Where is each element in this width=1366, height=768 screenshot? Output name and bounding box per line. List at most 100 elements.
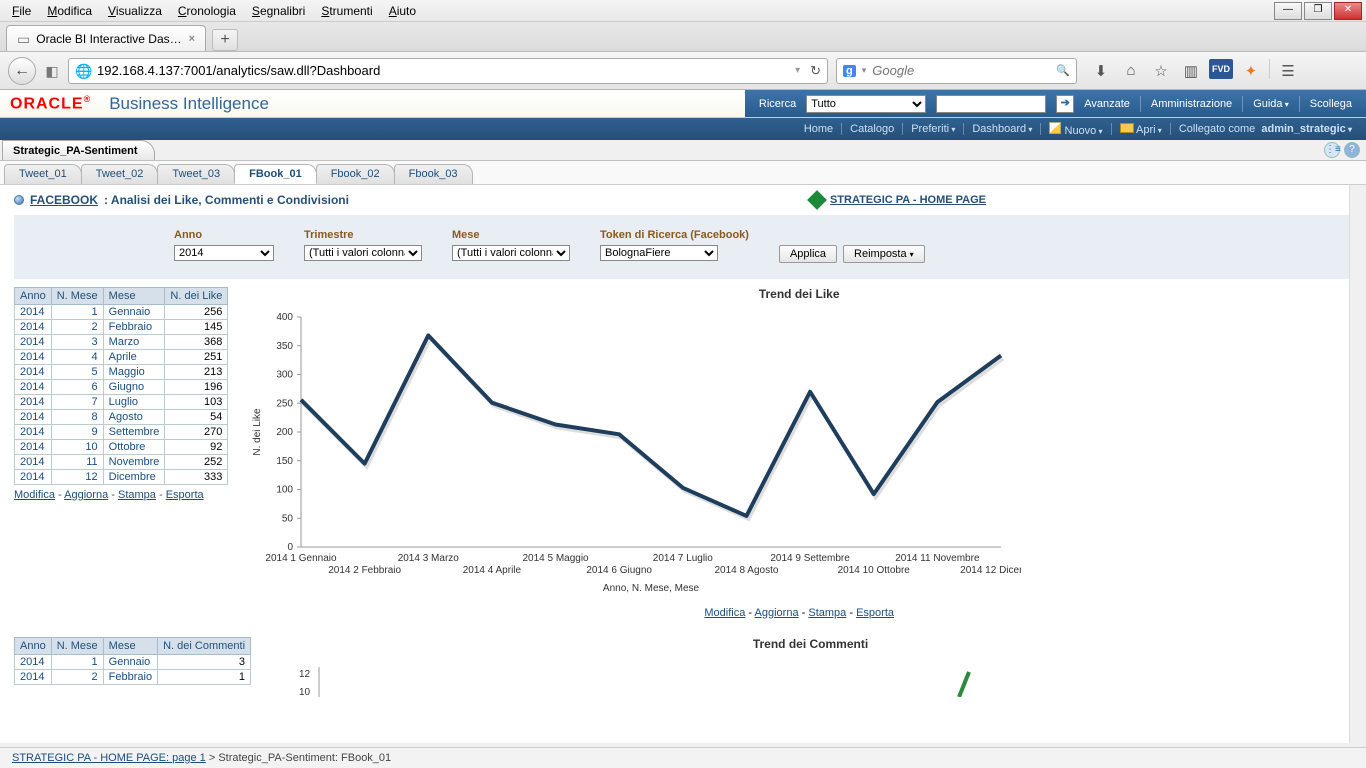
applica-button[interactable]: Applica xyxy=(779,245,837,263)
obi-search-input[interactable] xyxy=(936,95,1046,113)
chart-esporta-link[interactable]: Esporta xyxy=(856,607,894,619)
url-box[interactable]: 🌐 ▾ ↻ xyxy=(68,58,828,84)
table-row[interactable]: 201411Novembre252 xyxy=(15,455,228,470)
table-row[interactable]: 20149Settembre270 xyxy=(15,425,228,440)
new-tab-button[interactable]: + xyxy=(212,29,238,51)
nav-catalogo[interactable]: Catalogo xyxy=(850,123,894,135)
menu-file[interactable]: File xyxy=(4,2,39,19)
filter-token-select[interactable]: BolognaFiere xyxy=(600,245,718,261)
stampa-link[interactable]: Stampa xyxy=(118,489,156,501)
menu-visualizza[interactable]: Visualizza xyxy=(100,2,170,19)
page-tab-tweet_01[interactable]: Tweet_01 xyxy=(4,164,82,184)
back-button[interactable]: ← xyxy=(8,57,36,85)
dashboard-main-tab[interactable]: Strategic_PA-Sentiment xyxy=(2,140,155,160)
menu-segnalibri[interactable]: Segnalibri xyxy=(244,2,313,19)
scollega-link[interactable]: Scollega xyxy=(1310,98,1352,110)
nav-nuovo[interactable]: Nuovo xyxy=(1049,122,1102,137)
table-row[interactable]: 20143Marzo368 xyxy=(15,335,228,350)
browser-navbar: ← ◧ 🌐 ▾ ↻ g ▾ 🔍 ⬇ ⌂ ☆ ▥ FVD ✦ ☰ xyxy=(0,52,1366,90)
guida-link[interactable]: Guida xyxy=(1253,98,1289,110)
facebook-title-link[interactable]: FACEBOOK xyxy=(30,193,98,207)
page-tab-fbook_03[interactable]: Fbook_03 xyxy=(394,164,473,184)
table-header[interactable]: N. dei Like xyxy=(165,288,228,305)
esporta-link[interactable]: Esporta xyxy=(166,489,204,501)
table-row[interactable]: 20148Agosto54 xyxy=(15,410,228,425)
breadcrumb-home[interactable]: STRATEGIC PA - HOME PAGE: page 1 xyxy=(12,752,206,764)
user-name[interactable]: admin_strategic xyxy=(1261,123,1352,135)
title-bullet-icon xyxy=(14,195,24,205)
window-minimize[interactable]: — xyxy=(1274,2,1302,20)
table-row[interactable]: 201410Ottobre92 xyxy=(15,440,228,455)
table-header[interactable]: Anno xyxy=(15,638,52,655)
filter-trimestre-select[interactable]: (Tutti i valori colonna) xyxy=(304,245,422,261)
vertical-scrollbar[interactable] xyxy=(1349,185,1366,743)
bookmark-icon[interactable]: ☆ xyxy=(1149,59,1173,83)
table-row[interactable]: 20146Giugno196 xyxy=(15,380,228,395)
download-icon[interactable]: ⬇ xyxy=(1089,59,1113,83)
addon-icon[interactable]: ✦ xyxy=(1239,59,1263,83)
search-input[interactable] xyxy=(872,63,1050,78)
table-row[interactable]: 20141Gennaio256 xyxy=(15,305,228,320)
table-header[interactable]: Anno xyxy=(15,288,52,305)
table-header[interactable]: N. Mese xyxy=(51,288,103,305)
aggiorna-link[interactable]: Aggiorna xyxy=(64,489,108,501)
window-close[interactable]: ✕ xyxy=(1334,2,1362,20)
menu-aiuto[interactable]: Aiuto xyxy=(381,2,424,19)
strategic-home-link[interactable]: STRATEGIC PA - HOME PAGE xyxy=(810,193,986,207)
table-row[interactable]: 20141Gennaio3 xyxy=(15,655,251,670)
likes-chart-wrap: Trend dei Like 0501001502002503003504002… xyxy=(246,287,1352,619)
table-row[interactable]: 20144Aprile251 xyxy=(15,350,228,365)
hamburger-menu-icon[interactable]: ☰ xyxy=(1276,59,1300,83)
url-dropdown-icon[interactable]: ▾ xyxy=(795,65,800,76)
chart-modifica-link[interactable]: Modifica xyxy=(704,607,745,619)
table-row[interactable]: 201412Dicembre333 xyxy=(15,470,228,485)
help-icon[interactable]: ? xyxy=(1344,142,1360,158)
fvd-icon[interactable]: FVD xyxy=(1209,59,1233,79)
table-row[interactable]: 20147Luglio103 xyxy=(15,395,228,410)
page-tab-fbook_02[interactable]: Fbook_02 xyxy=(316,164,395,184)
amministrazione-link[interactable]: Amministrazione xyxy=(1151,98,1232,110)
table-header[interactable]: Mese xyxy=(103,288,165,305)
table-header[interactable]: Mese xyxy=(103,638,157,655)
search-engine-dropdown-icon[interactable]: ▾ xyxy=(862,65,867,76)
search-go-icon[interactable]: 🔍 xyxy=(1056,64,1070,77)
page-tab-fbook_01[interactable]: FBook_01 xyxy=(234,164,317,184)
dashboard-options-icon[interactable]: ⋮≡ xyxy=(1324,142,1340,158)
browser-menubar: FileModificaVisualizzaCronologiaSegnalib… xyxy=(0,0,1366,22)
menu-strumenti[interactable]: Strumenti xyxy=(313,2,380,19)
menu-cronologia[interactable]: Cronologia xyxy=(170,2,244,19)
page-tab-tweet_02[interactable]: Tweet_02 xyxy=(81,164,159,184)
browser-tab[interactable]: ▭ Oracle BI Interactive Dashboard... × xyxy=(6,25,206,51)
globe-icon: 🌐 xyxy=(75,63,91,79)
url-input[interactable] xyxy=(97,63,789,78)
table-header[interactable]: N. Mese xyxy=(51,638,103,655)
strategic-home-link-text[interactable]: STRATEGIC PA - HOME PAGE xyxy=(830,194,986,206)
menu-modifica[interactable]: Modifica xyxy=(39,2,100,19)
reimposta-button[interactable]: Reimposta ▾ xyxy=(843,245,925,263)
window-restore[interactable]: ❐ xyxy=(1304,2,1332,20)
filter-anno-select[interactable]: 2014 xyxy=(174,245,274,261)
filter-mese-select[interactable]: (Tutti i valori colonna) xyxy=(452,245,570,261)
search-go-button[interactable]: ➔ xyxy=(1056,95,1074,113)
page-tab-tweet_03[interactable]: Tweet_03 xyxy=(157,164,235,184)
nav-home[interactable]: Home xyxy=(804,123,833,135)
home-icon[interactable]: ⌂ xyxy=(1119,59,1143,83)
table-row[interactable]: 20145Maggio213 xyxy=(15,365,228,380)
nav-preferiti[interactable]: Preferiti xyxy=(911,123,955,135)
search-scope-select[interactable]: Tutto xyxy=(806,95,926,113)
nav-apri[interactable]: Apri xyxy=(1120,123,1162,136)
table-header[interactable]: N. dei Commenti xyxy=(158,638,251,655)
shield-icon[interactable]: ◧ xyxy=(44,63,60,79)
table-row[interactable]: 20142Febbraio145 xyxy=(15,320,228,335)
table-row[interactable]: 20142Febbraio1 xyxy=(15,670,251,685)
tab-close-icon[interactable]: × xyxy=(189,33,195,45)
avanzate-link[interactable]: Avanzate xyxy=(1084,98,1130,110)
chart-aggiorna-link[interactable]: Aggiorna xyxy=(755,607,799,619)
page-title-rest: : Analisi dei Like, Commenti e Condivisi… xyxy=(104,193,349,207)
modifica-link[interactable]: Modifica xyxy=(14,489,55,501)
chart-stampa-link[interactable]: Stampa xyxy=(808,607,846,619)
nav-dashboard[interactable]: Dashboard xyxy=(972,123,1032,135)
reload-icon[interactable]: ↻ xyxy=(810,63,821,79)
search-box[interactable]: g ▾ 🔍 xyxy=(836,58,1077,84)
bookmarks-menu-icon[interactable]: ▥ xyxy=(1179,59,1203,83)
